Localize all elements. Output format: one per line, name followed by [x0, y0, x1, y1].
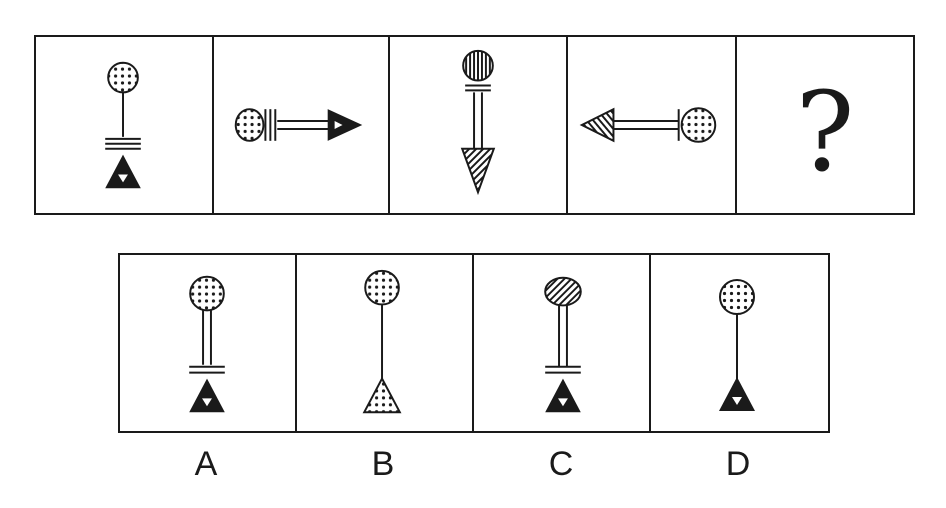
question-mark: ?: [795, 68, 855, 196]
pin-figure-1: [105, 61, 141, 189]
option-label-a: A: [194, 445, 218, 483]
sequence-figure-5: ?: [737, 37, 913, 213]
pin-option-c: [544, 276, 582, 413]
pin-figure-2: [234, 108, 363, 142]
sequence-figure-4: [568, 37, 737, 213]
option-label-b: B: [371, 445, 395, 483]
pin-figure-4: [579, 107, 717, 143]
sequence-figure-1: [36, 37, 214, 213]
sequence-row: ?: [34, 35, 915, 215]
sequence-figure-3: [390, 37, 568, 213]
pin-option-b: [362, 269, 402, 414]
option-b-figure[interactable]: [297, 255, 474, 431]
pin-option-d: [719, 279, 755, 411]
options-row: [118, 253, 830, 433]
option-label-c: C: [548, 445, 574, 483]
pin-option-a: [189, 275, 225, 413]
sequence-figure-2: [214, 37, 390, 213]
option-a-figure[interactable]: [120, 255, 297, 431]
pin-figure-3: [460, 49, 496, 196]
option-c-figure[interactable]: [474, 255, 651, 431]
option-label-d: D: [725, 445, 751, 483]
option-d-figure[interactable]: [651, 255, 828, 431]
